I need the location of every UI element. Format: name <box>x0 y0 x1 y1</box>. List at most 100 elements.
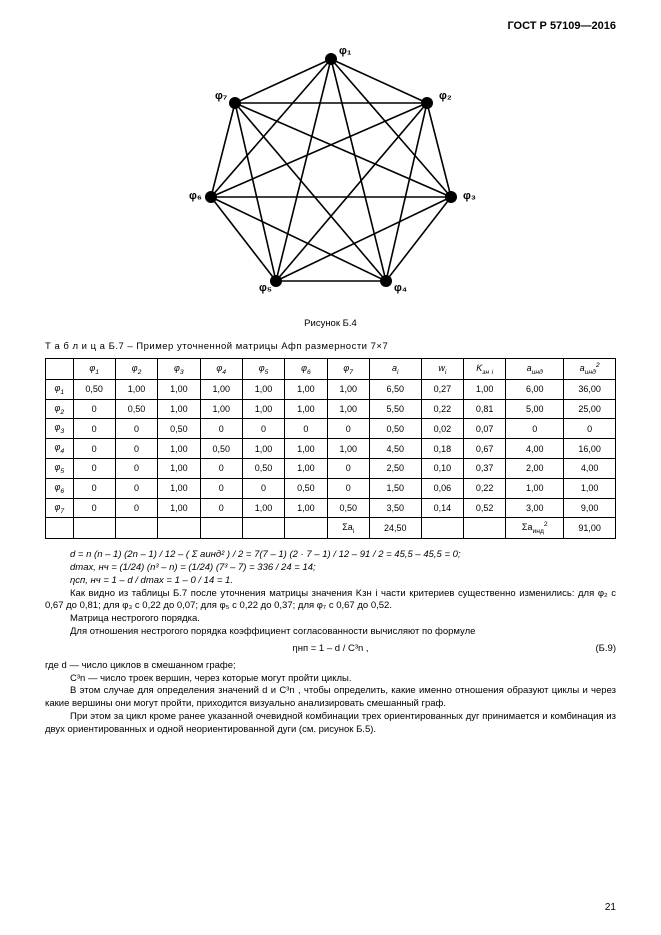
table-cell: 1,00 <box>158 478 200 498</box>
table-cell <box>158 518 200 539</box>
col-header: φ6 <box>285 359 327 380</box>
table-cell: 0 <box>73 478 115 498</box>
table-cell: 0 <box>200 498 242 518</box>
table-caption-rest: Б.7 – Пример уточненной матрицы Aфп разм… <box>105 341 388 352</box>
table-cell: 24,50 <box>369 518 421 539</box>
table-cell: 9,00 <box>564 498 616 518</box>
table-cell: 0,50 <box>73 379 115 399</box>
table-cell: φ1 <box>46 379 74 399</box>
table-cell: 91,00 <box>564 518 616 539</box>
paragraph-1: Как видно из таблицы Б.7 после уточнения… <box>45 588 616 614</box>
table-cell: 0 <box>506 419 564 439</box>
document-id: ГОСТ Р 57109—2016 <box>45 20 616 32</box>
table-row: φ4001,000,501,001,001,004,500,180,674,00… <box>46 439 616 459</box>
table-cell: 1,00 <box>285 399 327 419</box>
table-cell: 25,00 <box>564 399 616 419</box>
table-cell <box>73 518 115 539</box>
table-cell: 1,00 <box>158 379 200 399</box>
table-row: φ10,501,001,001,001,001,001,006,500,271,… <box>46 379 616 399</box>
svg-text:φ₁: φ₁ <box>339 47 352 57</box>
table-cell: 0 <box>73 498 115 518</box>
matrix-table: φ1φ2φ3φ4φ5φ6φ7aiwiKзн iaиндaинд2 φ10,501… <box>45 358 616 539</box>
col-header: φ2 <box>115 359 157 380</box>
table-row: φ5001,0000,501,0002,500,100,372,004,00 <box>46 458 616 478</box>
complete-graph-svg: φ₁φ₂φ₃φ₄φ₅φ₆φ₇ <box>181 47 481 307</box>
table-cell: 0 <box>564 419 616 439</box>
table-row: φ3000,5000000,500,020,0700 <box>46 419 616 439</box>
table-cell: φ6 <box>46 478 74 498</box>
table-cell: 1,00 <box>158 458 200 478</box>
table-cell: 0 <box>115 439 157 459</box>
table-cell: 1,00 <box>158 498 200 518</box>
formula-d: d = n (n – 1) (2n – 1) / 12 – ( Σ aинд² … <box>45 549 616 562</box>
table-cell: 0 <box>327 478 369 498</box>
table-cell: 0 <box>242 419 284 439</box>
table-cell: 0 <box>285 419 327 439</box>
table-cell: 1,00 <box>285 379 327 399</box>
table-cell: 1,00 <box>242 498 284 518</box>
table-cell: 0 <box>73 399 115 419</box>
table-cell: 0 <box>73 458 115 478</box>
table-cell: 0,50 <box>200 439 242 459</box>
table-cell: φ7 <box>46 498 74 518</box>
table-cell: 0 <box>115 478 157 498</box>
paragraph-4: В этом случае для определения значений d… <box>45 685 616 711</box>
col-header: φ4 <box>200 359 242 380</box>
table-cell: 0,06 <box>421 478 463 498</box>
table-cell: 1,00 <box>242 379 284 399</box>
table-cell: 0 <box>200 419 242 439</box>
where-c: C³n — число троек вершин, через которые … <box>45 673 616 686</box>
table-cell: 0,52 <box>464 498 506 518</box>
col-header: φ7 <box>327 359 369 380</box>
table-cell: Σai <box>327 518 369 539</box>
table-row: Σai24,50Σaинд291,00 <box>46 518 616 539</box>
svg-text:φ₆: φ₆ <box>189 190 202 202</box>
where-d: где d — число циклов в смешанном графе; <box>45 660 616 673</box>
table-cell: 0,22 <box>464 478 506 498</box>
table-cell: 1,00 <box>285 458 327 478</box>
table-caption-prefix: Т а б л и ц а <box>45 341 105 352</box>
table-cell: 1,50 <box>369 478 421 498</box>
table-cell: 0 <box>327 458 369 478</box>
table-cell: 1,00 <box>242 439 284 459</box>
table-cell: 0 <box>115 419 157 439</box>
table-cell <box>200 518 242 539</box>
table-cell: 1,00 <box>158 399 200 419</box>
paragraph-3: Для отношения нестрогого порядка коэффиц… <box>45 626 616 639</box>
table-cell: 0,50 <box>242 458 284 478</box>
table-cell: 0,50 <box>285 478 327 498</box>
table-cell: 1,00 <box>506 478 564 498</box>
table-cell: φ3 <box>46 419 74 439</box>
table-cell: 1,00 <box>200 399 242 419</box>
paragraph-2: Матрица нестрогого порядка. <box>45 613 616 626</box>
table-cell: 2,50 <box>369 458 421 478</box>
formula-eta: ηсп, нч = 1 – d / dmax = 1 – 0 / 14 = 1. <box>45 575 616 588</box>
table-cell: 1,00 <box>158 439 200 459</box>
table-cell: 1,00 <box>327 439 369 459</box>
table-row: φ200,501,001,001,001,001,005,500,220,815… <box>46 399 616 419</box>
table-caption: Т а б л и ц а Б.7 – Пример уточненной ма… <box>45 341 616 352</box>
col-header <box>46 359 74 380</box>
table-cell: 1,00 <box>564 478 616 498</box>
table-cell <box>242 518 284 539</box>
table-cell: 1,00 <box>327 379 369 399</box>
table-cell <box>464 518 506 539</box>
table-cell <box>285 518 327 539</box>
table-cell: φ5 <box>46 458 74 478</box>
table-cell: 0,50 <box>158 419 200 439</box>
table-cell: 0 <box>327 419 369 439</box>
formula-text: ηнп = 1 – d / C³n , <box>292 643 368 654</box>
table-cell: 1,00 <box>242 399 284 419</box>
formula-dmax: dmax, нч = (1/24) (n³ – n) = (1/24) (7³ … <box>45 562 616 575</box>
svg-text:φ₅: φ₅ <box>259 282 272 294</box>
figure-caption: Рисунок Б.4 <box>45 318 616 329</box>
table-cell: 0 <box>115 458 157 478</box>
table-cell: 0 <box>242 478 284 498</box>
table-cell <box>115 518 157 539</box>
table-row: φ6001,00000,5001,500,060,221,001,00 <box>46 478 616 498</box>
table-cell: φ2 <box>46 399 74 419</box>
svg-text:φ₃: φ₃ <box>463 190 476 202</box>
table-cell: 16,00 <box>564 439 616 459</box>
table-cell: 0,07 <box>464 419 506 439</box>
table-cell: 0 <box>73 419 115 439</box>
